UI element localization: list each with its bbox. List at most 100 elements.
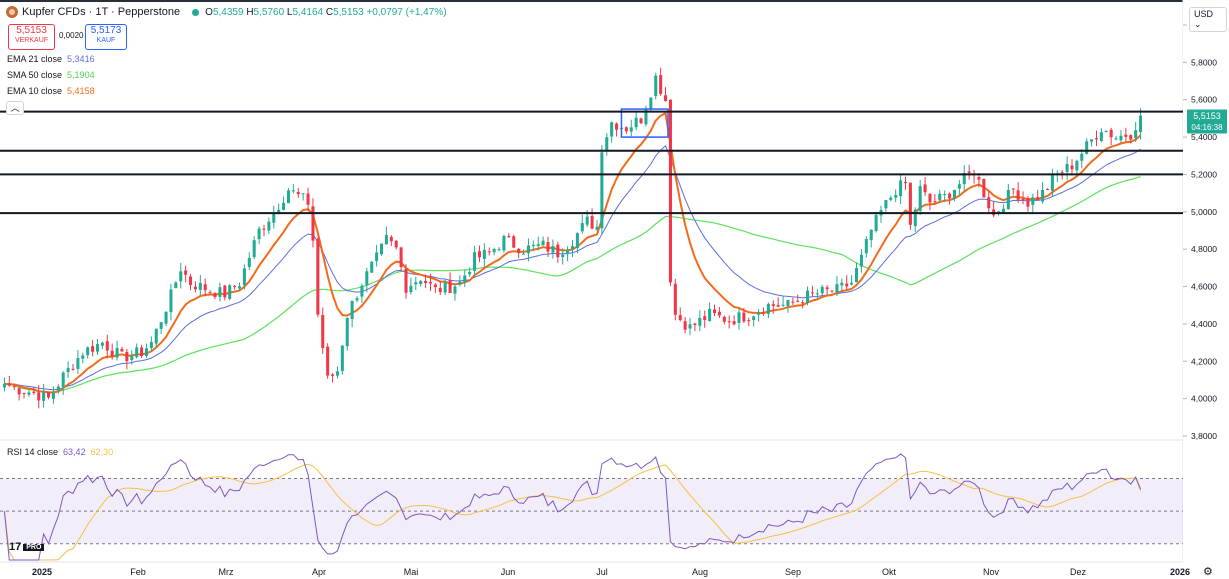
candle-body	[938, 193, 942, 201]
candle-body	[639, 118, 643, 124]
legend-ema21[interactable]: EMA 21 close 5,3416	[7, 54, 95, 64]
candle-body	[825, 287, 829, 290]
candle-body	[86, 347, 90, 356]
candle-body	[629, 127, 633, 132]
candle-body	[267, 221, 271, 231]
candle-body	[546, 242, 550, 252]
window-top-border	[0, 0, 1229, 2]
collapse-legend-button[interactable]: ︿	[6, 101, 24, 115]
candle-body	[414, 282, 418, 285]
legend-rsi[interactable]: RSI 14 close 63,42 62,30	[7, 447, 114, 457]
settings-icon[interactable]: ⚙	[1203, 566, 1213, 578]
candle-body	[561, 254, 565, 257]
sma50-line	[4, 176, 1141, 393]
candle-body	[791, 301, 795, 303]
candle-body	[742, 312, 746, 322]
candle-body	[306, 193, 310, 205]
candle-body	[1109, 129, 1113, 138]
candle-body	[693, 323, 697, 326]
candle-body	[379, 243, 384, 255]
legend-ema10[interactable]: EMA 10 close 5,4158	[7, 86, 95, 96]
candle-body	[237, 286, 242, 289]
candle-body	[551, 246, 555, 253]
symbol-title[interactable]: Kupfer CFDs · 1T · Pepperstone	[22, 6, 181, 18]
price-tick-label: 5,4000	[1191, 132, 1217, 142]
candle-body	[1129, 135, 1133, 140]
candle-body	[928, 193, 932, 203]
price-tick-label: 4,6000	[1191, 282, 1217, 292]
candle-body	[1021, 199, 1025, 201]
candle-body	[208, 292, 212, 294]
candle-body	[365, 271, 369, 286]
candle-body	[683, 321, 687, 330]
candle-body	[923, 184, 927, 193]
candle-body	[433, 284, 437, 288]
time-tick-label: Aug	[692, 567, 708, 577]
candle-body	[370, 261, 374, 273]
countdown-label: 04:16:38	[1191, 123, 1223, 132]
candle-body	[668, 99, 672, 283]
buy-button[interactable]: 5,5173 KAUF	[85, 24, 127, 50]
candle-body	[428, 281, 433, 284]
candle-body	[634, 117, 638, 128]
time-tick-label: Apr	[312, 567, 326, 577]
candle-body	[590, 216, 594, 229]
candle-body	[712, 309, 717, 314]
price-axis: 6,00005,80005,60005,40005,20005,00004,80…	[1183, 0, 1229, 579]
candle-body	[1090, 139, 1094, 142]
candle-body	[115, 348, 119, 358]
candle-body	[144, 348, 148, 356]
candle-body	[91, 346, 95, 352]
candle-body	[125, 351, 129, 362]
candle-body	[247, 257, 251, 267]
candle-body	[536, 244, 540, 247]
tradingview-logo[interactable]: 17 PRO	[9, 541, 45, 553]
candle-body	[340, 345, 344, 371]
candle-body	[184, 270, 188, 275]
legend-sma50[interactable]: SMA 50 close 5,1904	[7, 70, 95, 80]
candle-body	[424, 280, 428, 283]
candle-body	[355, 298, 359, 301]
time-tick-label: Dez	[1070, 567, 1087, 577]
candle-body	[703, 316, 707, 320]
candle-body	[179, 271, 183, 282]
candles	[2, 67, 1143, 409]
candle-body	[977, 177, 981, 180]
candle-body	[1041, 189, 1045, 202]
candle-body	[1114, 138, 1118, 140]
candle-body	[463, 275, 467, 283]
price-tick-label: 5,0000	[1191, 207, 1217, 217]
candle-body	[708, 308, 712, 322]
candle-body	[473, 252, 477, 271]
candle-body	[644, 109, 648, 125]
candle-body	[482, 249, 486, 259]
candle-body	[605, 137, 609, 152]
candle-body	[649, 97, 653, 109]
rsi-band	[0, 478, 1183, 544]
price-tick-label: 5,2000	[1191, 169, 1217, 179]
candle-body	[502, 236, 506, 251]
candle-body	[903, 181, 908, 184]
candle-body	[967, 171, 971, 173]
candle-body	[894, 194, 898, 198]
candle-body	[198, 282, 202, 290]
candle-body	[282, 202, 286, 210]
candle-body	[61, 372, 65, 388]
candle-body	[673, 283, 677, 315]
candle-body	[438, 287, 442, 293]
candle-body	[149, 341, 153, 348]
candle-body	[600, 152, 604, 229]
currency-selector[interactable]: USD ⌄	[1189, 7, 1227, 32]
candle-body	[497, 249, 501, 251]
sell-button[interactable]: 5,5153 VERKAUF	[8, 24, 55, 50]
candle-body	[1139, 115, 1143, 132]
candle-body	[918, 186, 922, 211]
candle-body	[507, 236, 511, 238]
candle-body	[286, 190, 290, 204]
candle-body	[331, 374, 335, 376]
candle-body	[32, 391, 36, 393]
candle-body	[1011, 188, 1015, 190]
candle-body	[233, 285, 237, 287]
candle-body	[717, 311, 721, 316]
